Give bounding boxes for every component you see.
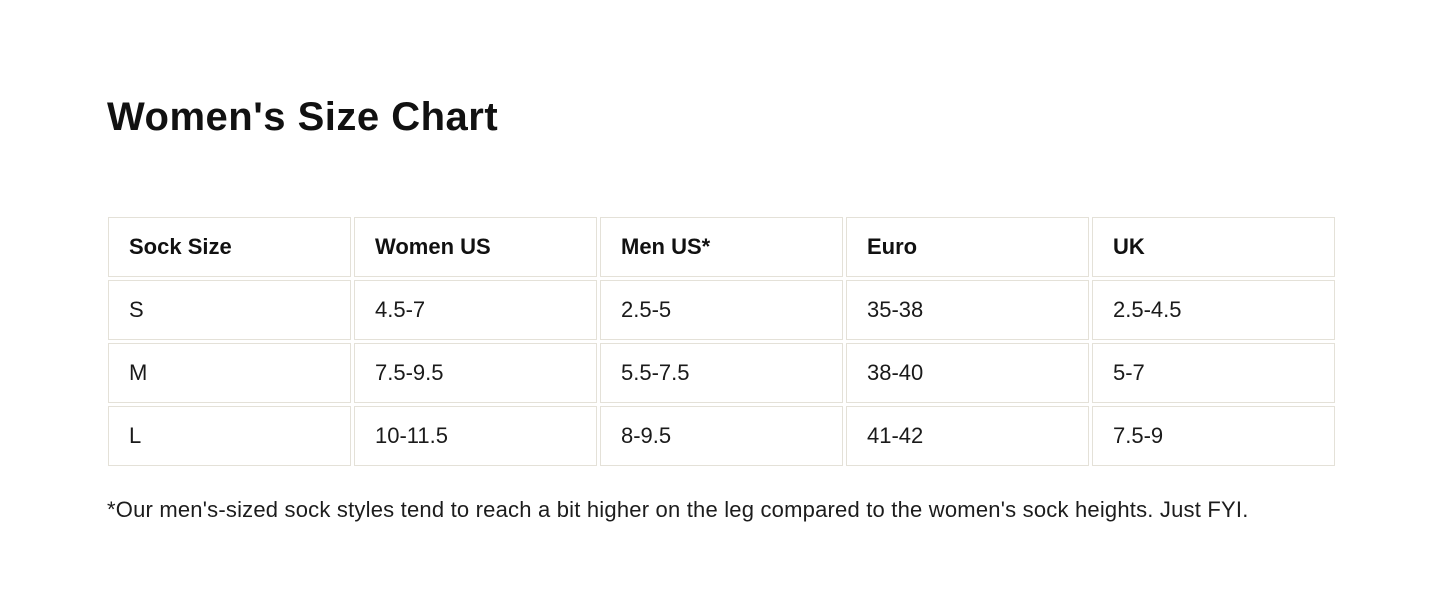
header-cell-women-us: Women US	[354, 217, 597, 277]
table-row-s: S 4.5-7 2.5-5 35-38 2.5-4.5	[108, 280, 1335, 340]
cell-s-size: S	[108, 280, 351, 340]
mens-sizing-footnote: *Our men's-sized sock styles tend to rea…	[107, 497, 1249, 522]
cell-s-euro: 35-38	[846, 280, 1089, 340]
cell-l-uk: 7.5-9	[1092, 406, 1335, 466]
page-title: Women's Size Chart	[107, 95, 499, 139]
header-cell-euro: Euro	[846, 217, 1089, 277]
header-cell-sock-size: Sock Size	[108, 217, 351, 277]
cell-s-uk: 2.5-4.5	[1092, 280, 1335, 340]
header-row: Sock Size Women US Men US* Euro UK	[108, 217, 1335, 277]
cell-s-men-us: 2.5-5	[600, 280, 843, 340]
cell-l-euro: 41-42	[846, 406, 1089, 466]
cell-m-women-us: 7.5-9.5	[354, 343, 597, 403]
table-row-l: L 10-11.5 8-9.5 41-42 7.5-9	[108, 406, 1335, 466]
size-chart-table: Sock Size Women US Men US* Euro UK S 4.5…	[105, 214, 1338, 469]
header-cell-men-us: Men US*	[600, 217, 843, 277]
cell-m-men-us: 5.5-7.5	[600, 343, 843, 403]
cell-l-size: L	[108, 406, 351, 466]
table-row-m: M 7.5-9.5 5.5-7.5 38-40 5-7	[108, 343, 1335, 403]
cell-l-women-us: 10-11.5	[354, 406, 597, 466]
cell-s-women-us: 4.5-7	[354, 280, 597, 340]
cell-m-euro: 38-40	[846, 343, 1089, 403]
cell-m-uk: 5-7	[1092, 343, 1335, 403]
cell-m-size: M	[108, 343, 351, 403]
cell-l-men-us: 8-9.5	[600, 406, 843, 466]
header-cell-uk: UK	[1092, 217, 1335, 277]
